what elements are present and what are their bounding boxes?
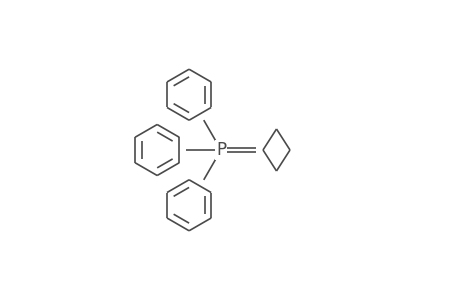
Text: P: P bbox=[215, 141, 225, 159]
